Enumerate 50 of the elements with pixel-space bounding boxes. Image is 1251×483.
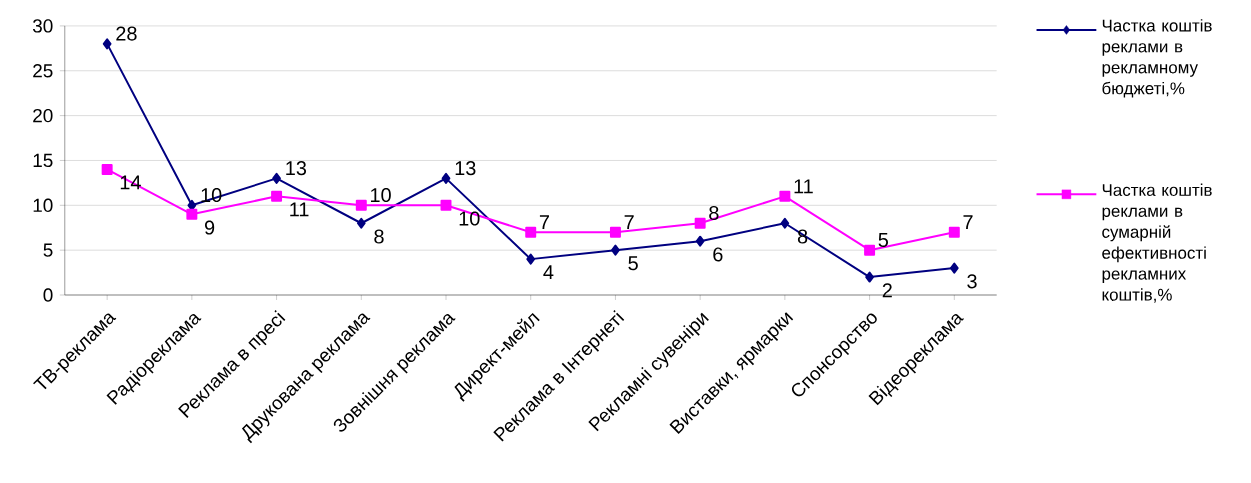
data-label: 13 [286, 160, 307, 176]
data-label: 8 [709, 205, 719, 220]
data-label: 10 [370, 187, 391, 202]
data-label: 10 [459, 211, 480, 226]
data-label: 2 [882, 283, 892, 297]
point [355, 199, 367, 211]
data-label: 6 [713, 247, 723, 262]
point [611, 244, 620, 256]
data-label: 8 [374, 229, 384, 244]
point [356, 217, 366, 229]
point [272, 172, 281, 184]
data-label: 7 [963, 215, 973, 229]
point [865, 271, 874, 283]
data-label: 9 [204, 220, 215, 235]
data-label: 7 [539, 215, 549, 229]
point [694, 217, 706, 229]
point [695, 235, 705, 247]
legend-label: Частка коштів реклами в рекламному бюджеті,% [1102, 18, 1212, 98]
data-label: 11 [290, 202, 309, 217]
point [525, 226, 537, 238]
data-label: 10 [201, 187, 222, 202]
y-tick-label: 10 [33, 198, 53, 212]
data-label: 11 [794, 179, 813, 193]
point [101, 163, 113, 175]
data-label: 3 [967, 274, 977, 289]
y-tick-label: 5 [43, 243, 53, 257]
legend-label: Частка коштів реклами в сумарній ефективності рекламних коштів,% [1102, 183, 1212, 303]
point [186, 208, 198, 220]
data-label: 4 [543, 265, 554, 279]
y-tick-label: 25 [33, 63, 53, 78]
point [271, 190, 283, 202]
point [864, 244, 876, 256]
point [526, 253, 536, 265]
point [609, 226, 621, 238]
point [780, 217, 790, 229]
point [948, 226, 960, 238]
point [102, 38, 112, 50]
point [440, 199, 452, 211]
point [441, 172, 451, 184]
data-label: 5 [878, 232, 889, 247]
y-tick-label: 20 [33, 108, 53, 123]
point [949, 262, 959, 274]
y-tick-label: 0 [43, 288, 53, 302]
data-label: 28 [116, 26, 137, 41]
y-tick-label: 15 [33, 153, 53, 167]
point [779, 190, 791, 202]
data-label: 5 [628, 256, 638, 271]
data-label: 13 [455, 160, 476, 176]
y-tick-label: 30 [32, 19, 53, 33]
data-label: 7 [624, 215, 634, 229]
